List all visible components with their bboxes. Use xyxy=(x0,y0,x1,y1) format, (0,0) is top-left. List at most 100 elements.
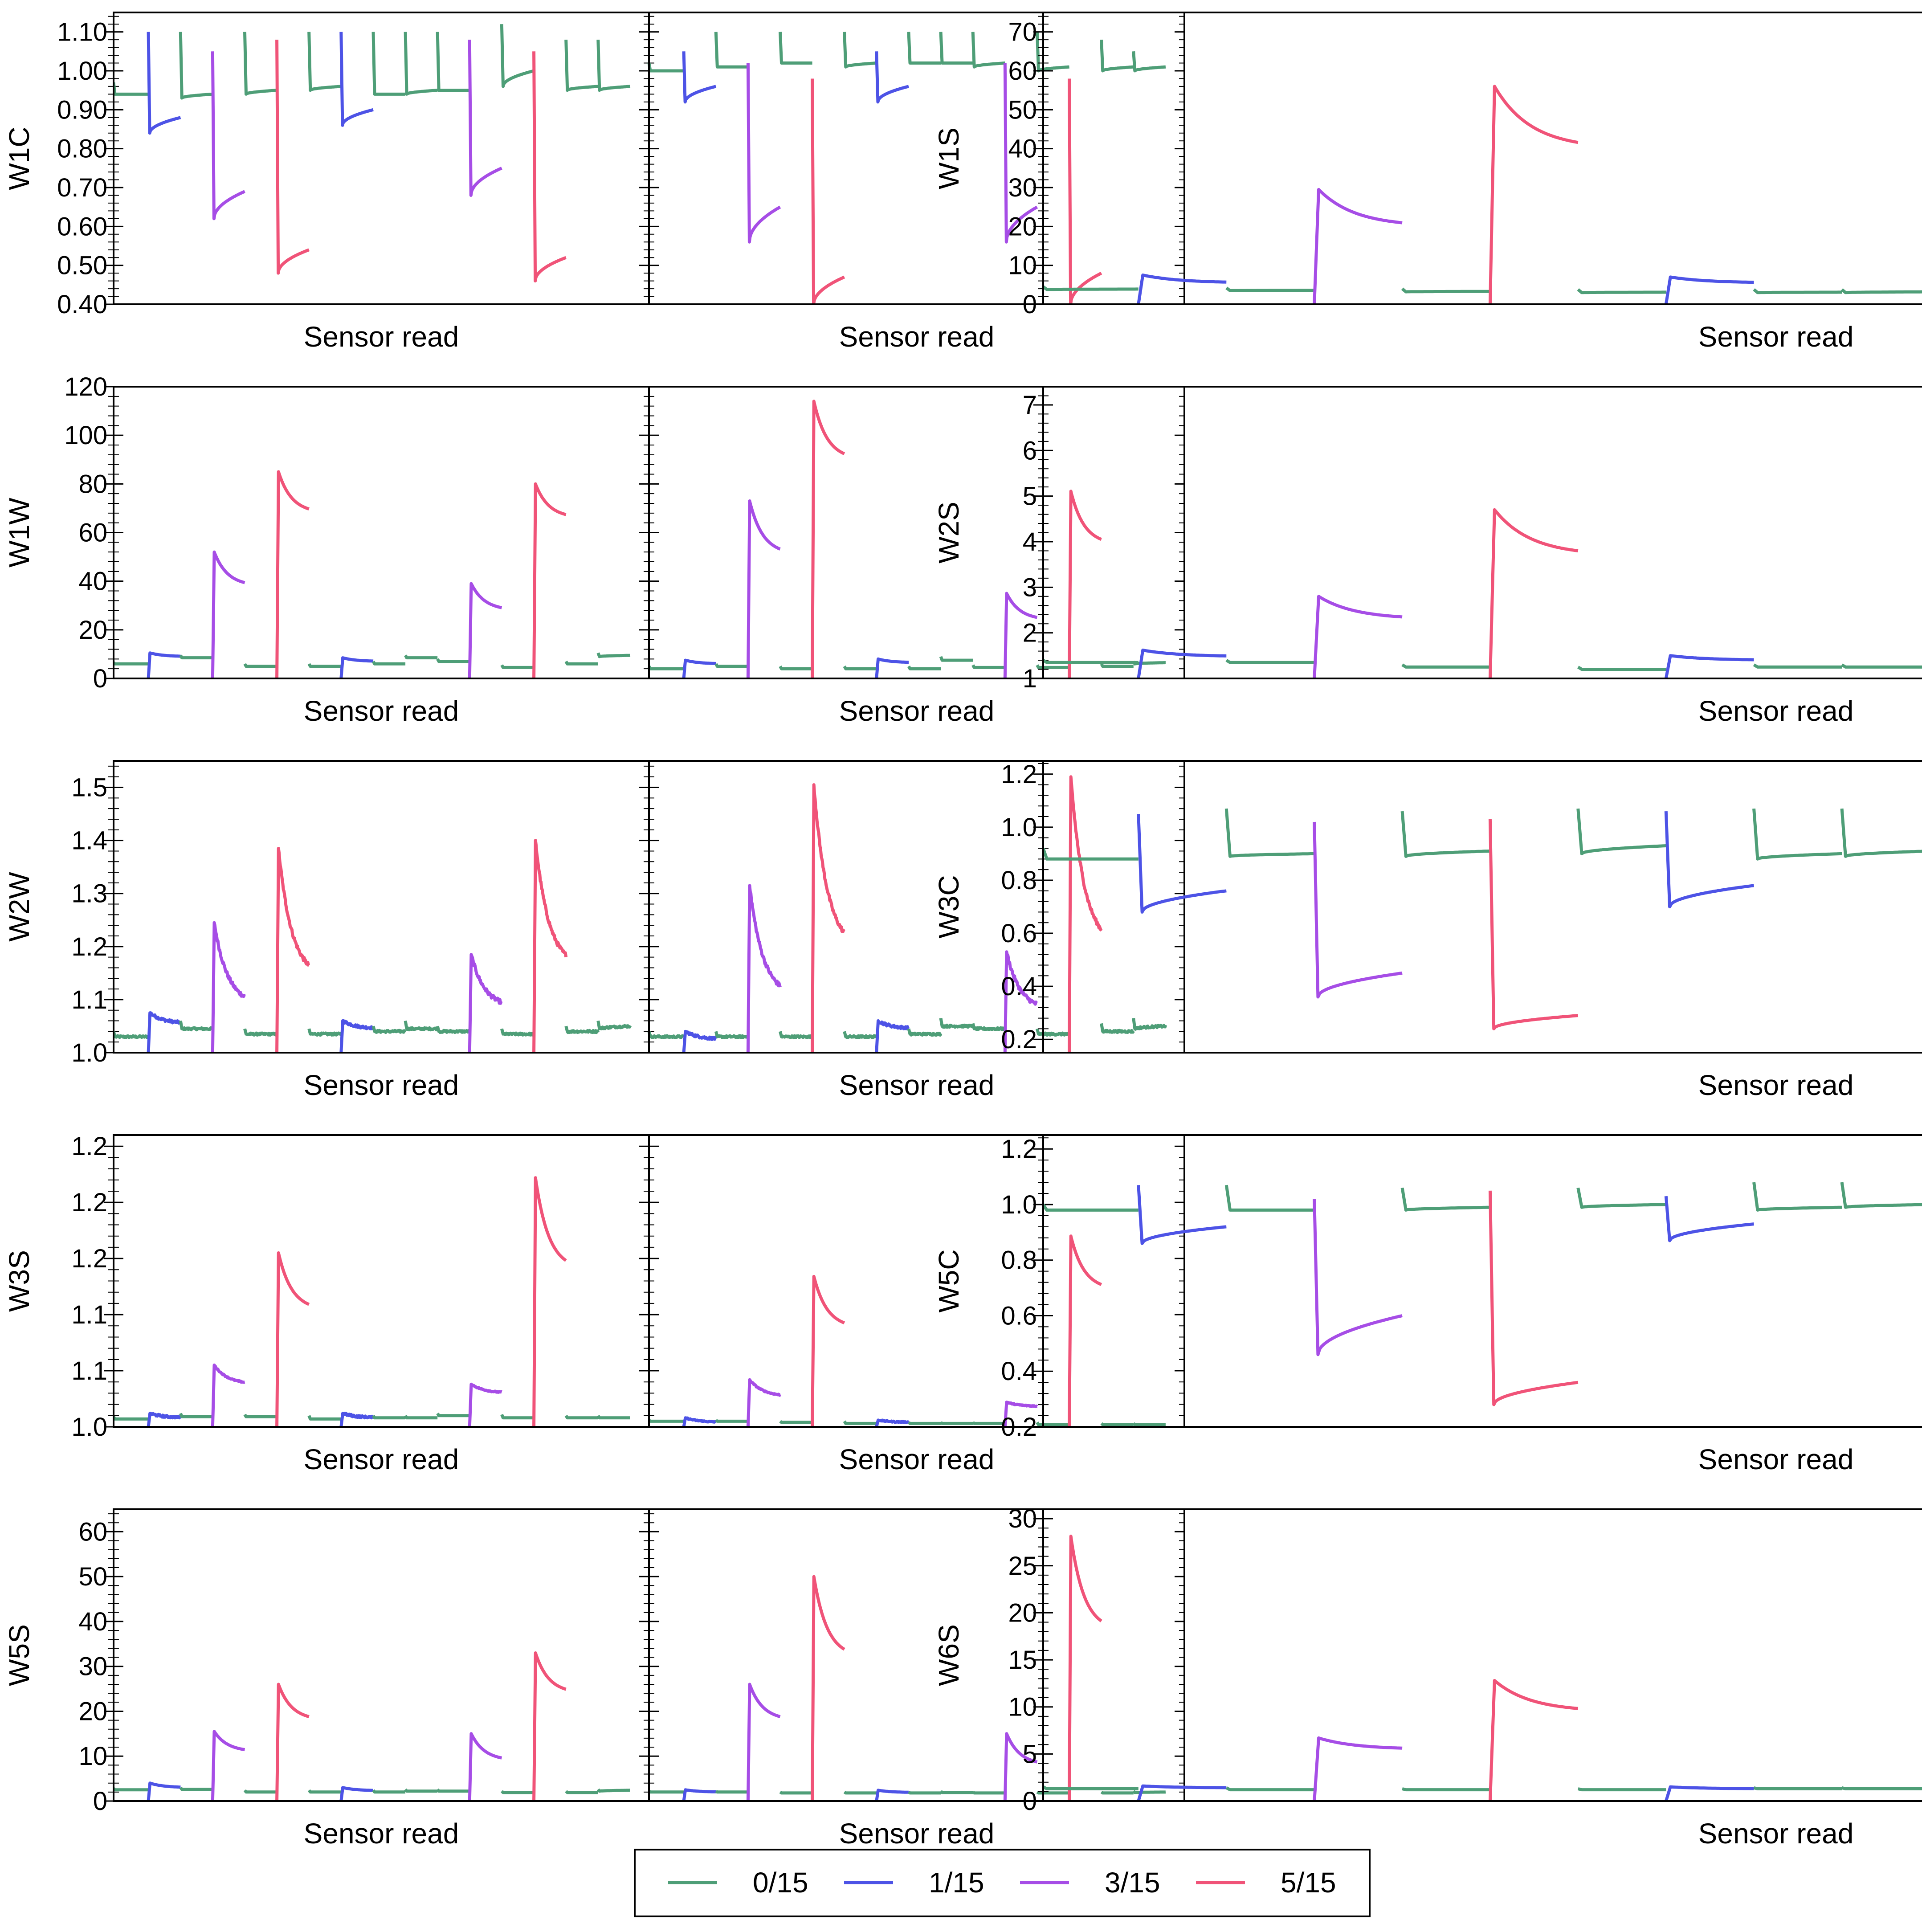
ytick-label: 1.0 xyxy=(1001,813,1037,842)
series-segment-0-15 xyxy=(1225,1786,1314,1792)
series-segment-5-15 xyxy=(811,400,845,678)
series-segment-0-15 xyxy=(436,1788,471,1793)
series-segment-1-15 xyxy=(147,1011,182,1053)
subplot-0-series xyxy=(114,1651,631,1801)
series-segment-0-15 xyxy=(1752,808,1842,861)
series-segment-0-15 xyxy=(843,1790,877,1795)
series-segment-0-15 xyxy=(939,1018,974,1029)
series-segment-0-15 xyxy=(404,1020,439,1032)
xlabel: Sensor read xyxy=(304,1443,459,1475)
ytick-label: 60 xyxy=(78,1517,107,1546)
series-segment-3-15 xyxy=(1313,1736,1403,1801)
legend: 0/15 1/15 3/15 5/15 xyxy=(634,1849,1371,1917)
series-segment-0-15 xyxy=(565,1790,599,1794)
series-segment-0-15 xyxy=(779,666,813,670)
series-segment-0-15 xyxy=(907,1421,942,1425)
series-segment-0-15 xyxy=(372,1789,407,1794)
series-segment-0-15 xyxy=(243,663,278,668)
series-segment-0-15 xyxy=(371,32,407,96)
ytick-label: 1.1 xyxy=(71,1300,107,1329)
subplot-1-series xyxy=(648,1234,1167,1427)
series-segment-0-15 xyxy=(1400,811,1490,858)
ytick-label: 20 xyxy=(1008,212,1037,241)
series-segment-3-15 xyxy=(746,63,781,244)
subplot-0-series xyxy=(114,839,632,1053)
series-segment-0-15 xyxy=(714,1031,749,1039)
ytick-label: 0.80 xyxy=(57,135,107,163)
series-segment-5-15 xyxy=(811,1274,845,1427)
series-segment-0-15 xyxy=(907,32,942,65)
xlabel: Sensor read xyxy=(304,695,459,727)
series-segment-3-15 xyxy=(1313,1199,1403,1356)
legend-label-2: 3/15 xyxy=(1105,1867,1160,1899)
series-segment-3-15 xyxy=(211,921,246,1053)
series-segment-3-15 xyxy=(1003,950,1038,1053)
series-segment-0-15 xyxy=(371,1025,407,1034)
series-segment-0-15 xyxy=(714,32,749,69)
series-segment-0-15 xyxy=(243,1413,278,1418)
xlabel: Sensor read xyxy=(1698,695,1854,727)
subplot-1-series xyxy=(647,775,1167,1053)
ytick-label: 10 xyxy=(1008,1693,1037,1722)
series-segment-0-15 xyxy=(907,1028,943,1037)
subplot-0-series xyxy=(1043,1679,1922,1801)
series-segment-1-15 xyxy=(1137,1784,1227,1801)
series-segment-3-15 xyxy=(1313,821,1403,999)
series-segment-0-15 xyxy=(1132,1790,1167,1794)
series-segment-0-15 xyxy=(1132,1018,1167,1031)
series-segment-0-15 xyxy=(114,1416,150,1421)
series-segment-0-15 xyxy=(500,664,535,669)
series-segment-5-15 xyxy=(811,1575,845,1801)
series-segment-0-15 xyxy=(307,663,342,668)
series-segment-3-15 xyxy=(746,1378,781,1427)
series-segment-5-15 xyxy=(275,470,310,678)
series-segment-1-15 xyxy=(875,1789,910,1801)
series-segment-5-15 xyxy=(1068,1234,1102,1427)
series-segment-5-15 xyxy=(275,40,310,275)
ytick-label: 70 xyxy=(1008,18,1037,47)
series-segment-0-15 xyxy=(779,1790,813,1795)
series-segment-1-15 xyxy=(339,1412,375,1427)
ytick-label: 80 xyxy=(78,470,107,498)
ytick-label: 0.90 xyxy=(57,95,107,124)
xlabel: Sensor read xyxy=(304,321,459,353)
legend-label-3: 5/15 xyxy=(1281,1867,1336,1899)
series-segment-0-15 xyxy=(907,1790,942,1795)
series-segment-0-15 xyxy=(1043,659,1139,664)
series-segment-0-15 xyxy=(1400,1187,1490,1212)
ytick-label: 30 xyxy=(78,1652,107,1681)
series-segment-5-15 xyxy=(1068,490,1102,678)
series-segment-0-15 xyxy=(436,32,471,92)
series-segment-5-15 xyxy=(275,1251,310,1427)
series-segment-1-15 xyxy=(339,1786,375,1801)
ylabel: W2W xyxy=(3,872,35,942)
series-segment-0-15 xyxy=(371,661,407,666)
series-segment-1-15 xyxy=(147,1781,182,1801)
ytick-label: 60 xyxy=(78,519,107,547)
series-segment-0-15 xyxy=(307,1789,342,1794)
series-segment-0-15 xyxy=(1224,1185,1314,1212)
series-segment-0-15 xyxy=(971,1023,1007,1031)
series-segment-0-15 xyxy=(1753,663,1842,669)
series-segment-5-15 xyxy=(275,847,310,1053)
legend-entry-1: 1/15 xyxy=(844,1867,984,1899)
series-segment-0-15 xyxy=(564,1414,599,1420)
series-segment-5-15 xyxy=(532,839,568,1053)
series-segment-3-15 xyxy=(746,499,781,678)
xlabel: Sensor read xyxy=(304,1818,459,1850)
series-segment-0-15 xyxy=(1043,848,1139,861)
series-segment-5-15 xyxy=(1068,78,1102,304)
ylabel: W3S xyxy=(3,1250,35,1312)
series-segment-0-15 xyxy=(939,1421,974,1425)
series-segment-1-15 xyxy=(1664,275,1754,304)
series-segment-0-15 xyxy=(1840,808,1922,858)
ytick-label: 1.3 xyxy=(71,879,107,908)
series-segment-3-15 xyxy=(1003,1401,1038,1427)
subplot-0-series xyxy=(114,24,631,283)
ytick-label: 1.2 xyxy=(71,932,107,961)
series-segment-0-15 xyxy=(114,661,150,666)
series-segment-0-15 xyxy=(500,1028,535,1037)
series-segment-3-15 xyxy=(211,550,246,678)
